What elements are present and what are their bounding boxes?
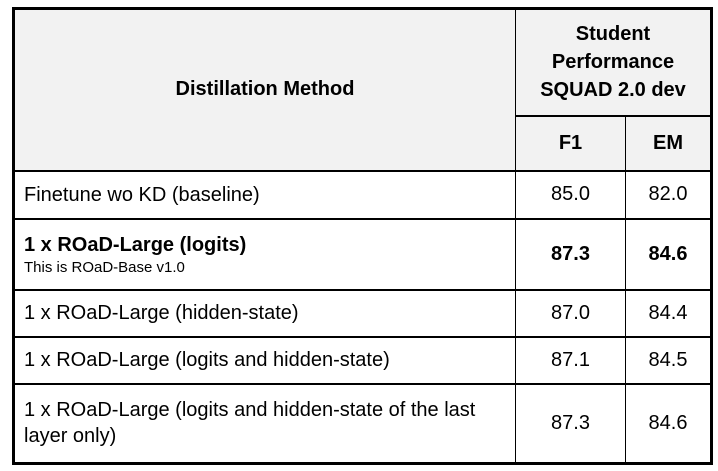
em-cell: 84.6 bbox=[625, 382, 712, 465]
f1-cell: 87.1 bbox=[515, 335, 626, 385]
em-cell: 82.0 bbox=[625, 169, 712, 220]
table-header: Distillation Method Student Performance … bbox=[13, 7, 712, 172]
table-row: 1 x ROaD-Large (logits and hidden-state … bbox=[13, 382, 712, 465]
em-cell: 84.5 bbox=[625, 335, 712, 385]
em-cell: 84.6 bbox=[625, 217, 712, 291]
f1-cell: 87.0 bbox=[515, 288, 626, 338]
method-cell: 1 x ROaD-Large (hidden-state) bbox=[13, 288, 516, 338]
method-note: This is ROaD-Base v1.0 bbox=[24, 258, 185, 276]
method-label: 1 x ROaD-Large (logits) bbox=[24, 233, 247, 256]
table-row: 1 x ROaD-Large (logits and hidden-state)… bbox=[13, 335, 712, 385]
method-column-header: Distillation Method bbox=[13, 7, 516, 172]
em-cell: 84.4 bbox=[625, 288, 712, 338]
f1-cell: 85.0 bbox=[515, 169, 626, 220]
table-row: Finetune wo KD (baseline) 85.0 82.0 bbox=[13, 169, 712, 220]
f1-column-header: F1 bbox=[515, 114, 626, 172]
method-cell: Finetune wo KD (baseline) bbox=[13, 169, 516, 220]
method-cell: 1 x ROaD-Large (logits and hidden-state … bbox=[13, 382, 516, 465]
student-performance-group-header: Student Performance SQUAD 2.0 dev bbox=[515, 7, 712, 117]
table-row: 1 x ROaD-Large (hidden-state) 87.0 84.4 bbox=[13, 288, 712, 338]
method-cell: 1 x ROaD-Large (logits) This is ROaD-Bas… bbox=[13, 217, 516, 291]
f1-cell: 87.3 bbox=[515, 382, 626, 465]
method-cell: 1 x ROaD-Large (logits and hidden-state) bbox=[13, 335, 516, 385]
results-table: Distillation Method Student Performance … bbox=[12, 7, 713, 465]
em-column-header: EM bbox=[625, 114, 712, 172]
table-row: 1 x ROaD-Large (logits) This is ROaD-Bas… bbox=[13, 217, 712, 291]
f1-cell: 87.3 bbox=[515, 217, 626, 291]
